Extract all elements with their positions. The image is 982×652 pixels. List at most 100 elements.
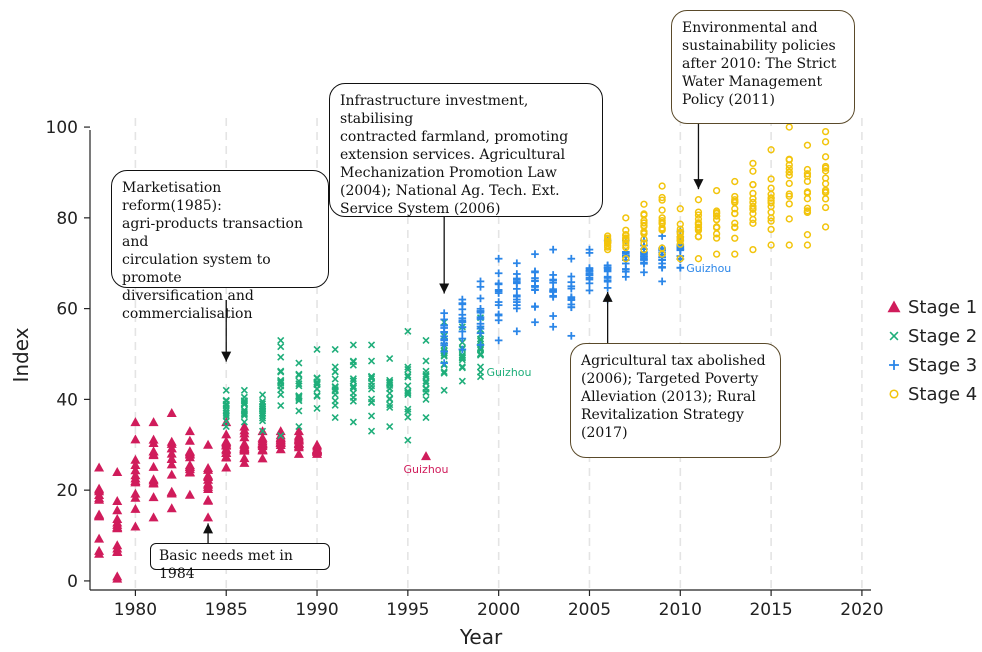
data-point bbox=[257, 453, 268, 463]
data-point bbox=[166, 408, 177, 417]
data-point bbox=[694, 196, 703, 204]
data-point bbox=[640, 239, 648, 247]
data-point bbox=[640, 228, 648, 236]
data-point bbox=[676, 205, 684, 213]
data-point bbox=[404, 408, 412, 416]
data-point bbox=[767, 202, 775, 211]
data-point bbox=[257, 445, 268, 455]
data-point bbox=[293, 442, 304, 452]
data-point bbox=[549, 285, 557, 293]
data-point bbox=[658, 244, 666, 252]
data-point bbox=[240, 393, 248, 401]
guizhou-label: Guizhou bbox=[404, 463, 449, 476]
data-point bbox=[295, 394, 303, 403]
data-point bbox=[567, 278, 576, 286]
data-point bbox=[166, 503, 177, 513]
data-point bbox=[531, 277, 539, 285]
data-point bbox=[458, 295, 467, 304]
data-point bbox=[803, 204, 812, 212]
data-point bbox=[749, 204, 757, 212]
data-point bbox=[803, 165, 812, 174]
data-point bbox=[531, 267, 539, 276]
data-point bbox=[130, 460, 141, 470]
x-axis-title: Year bbox=[459, 625, 503, 649]
data-point bbox=[166, 453, 177, 463]
data-point bbox=[440, 339, 448, 348]
series-3 bbox=[440, 227, 685, 367]
data-point bbox=[494, 280, 503, 289]
series-4 bbox=[603, 123, 830, 263]
data-point bbox=[221, 429, 232, 439]
y-tick-label: 40 bbox=[56, 390, 78, 410]
data-point bbox=[258, 427, 267, 435]
data-point bbox=[349, 377, 357, 385]
data-point bbox=[277, 382, 285, 390]
data-point bbox=[331, 401, 339, 409]
data-point-outlier bbox=[421, 451, 432, 461]
annotation-marketisation: Marketisation reform(1985): agri-product… bbox=[111, 170, 329, 322]
data-point bbox=[640, 259, 648, 268]
data-point bbox=[731, 199, 739, 207]
data-point bbox=[367, 357, 376, 365]
data-point bbox=[694, 215, 703, 223]
data-point bbox=[603, 261, 612, 270]
data-point bbox=[240, 409, 248, 417]
data-point bbox=[731, 210, 739, 218]
data-point bbox=[531, 250, 539, 258]
data-point bbox=[94, 533, 105, 543]
data-point bbox=[166, 436, 177, 446]
data-point bbox=[386, 401, 394, 409]
data-point bbox=[458, 364, 466, 372]
annotation-arrows bbox=[203, 124, 704, 543]
y-tick-label: 60 bbox=[56, 300, 78, 320]
data-point bbox=[440, 328, 448, 337]
data-point bbox=[349, 341, 357, 349]
data-point bbox=[731, 223, 739, 231]
data-point bbox=[513, 259, 521, 268]
data-point bbox=[476, 341, 485, 349]
data-point bbox=[622, 255, 630, 263]
data-point bbox=[803, 231, 812, 239]
data-point bbox=[567, 332, 576, 340]
data-point bbox=[130, 521, 141, 531]
data-point bbox=[295, 359, 303, 367]
data-point bbox=[367, 427, 376, 435]
data-point bbox=[676, 236, 684, 244]
data-point bbox=[458, 377, 466, 385]
data-point bbox=[240, 418, 248, 426]
data-point bbox=[476, 351, 485, 359]
data-point bbox=[585, 245, 594, 254]
data-point bbox=[658, 206, 666, 214]
data-point bbox=[513, 285, 521, 293]
data-point bbox=[785, 164, 793, 173]
arrow-head bbox=[203, 523, 214, 534]
data-point bbox=[549, 322, 557, 331]
legend: Stage 1 Stage 2 Stage 3 Stage 4 bbox=[887, 297, 977, 405]
data-point bbox=[293, 426, 304, 436]
annotation-agricultural-tax: Agricultural tax abolished (2006); Targe… bbox=[570, 343, 781, 458]
data-point bbox=[239, 453, 250, 463]
data-point bbox=[148, 461, 159, 471]
data-point bbox=[712, 223, 721, 231]
data-point bbox=[476, 337, 485, 345]
data-point bbox=[166, 448, 177, 458]
data-point bbox=[277, 432, 285, 440]
data-point bbox=[275, 437, 286, 447]
data-point bbox=[94, 484, 105, 494]
guizhou-label: Guizhou bbox=[487, 366, 532, 379]
data-point bbox=[404, 390, 412, 399]
data-point bbox=[367, 412, 376, 420]
data-point bbox=[130, 492, 141, 502]
data-point bbox=[821, 186, 830, 194]
data-point bbox=[203, 484, 214, 494]
data-point bbox=[531, 286, 539, 294]
data-point bbox=[184, 489, 195, 499]
data-point bbox=[549, 271, 557, 279]
data-point bbox=[658, 182, 666, 190]
arrow-head bbox=[439, 283, 450, 294]
x-tick-label: 2000 bbox=[477, 600, 520, 620]
data-point bbox=[440, 359, 448, 367]
data-point bbox=[239, 438, 250, 448]
data-point bbox=[731, 177, 739, 186]
data-point bbox=[785, 200, 793, 208]
